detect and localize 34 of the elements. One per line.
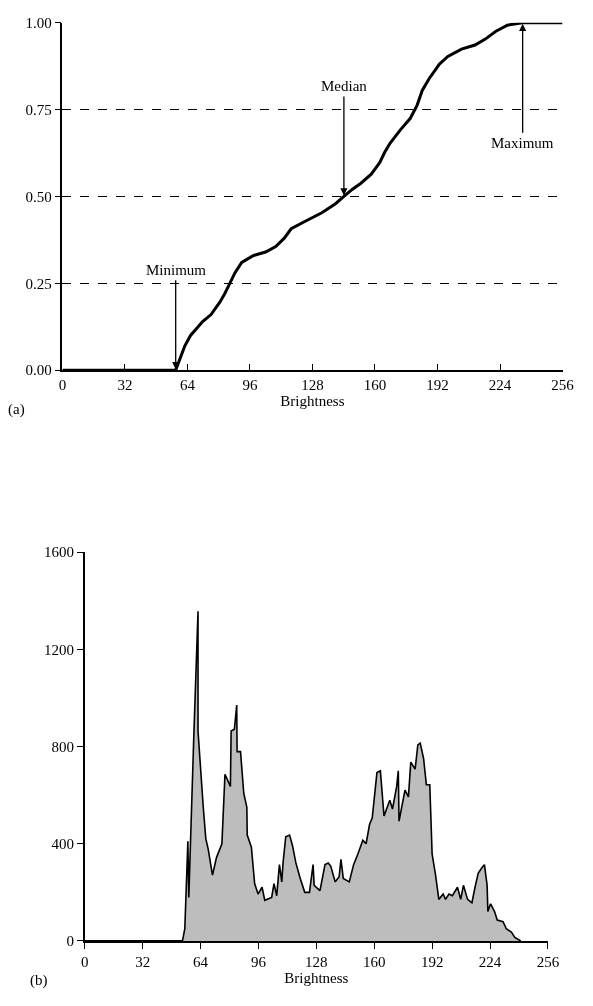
x-tick-label: 64 [193,953,209,970]
y-tick-label: 1600 [44,544,75,561]
text: (b) [30,972,48,989]
x-tick-label: 256 [551,376,575,393]
x-tick-label: 96 [250,953,267,970]
y-tick-label: 1.00 [25,15,52,32]
y-tick-label: 0 [66,933,75,950]
x-tick-label: 224 [478,953,502,970]
x-tick-label: 192 [426,376,449,393]
x-tick-label: 192 [420,953,444,970]
y-tick-label: 1200 [44,641,75,658]
x-tick-label: 32 [117,376,133,393]
x-tick-label: 128 [301,376,324,393]
y-tick-label: 0.25 [25,275,52,292]
x-tick-label: 0 [81,953,89,970]
x-tick-label: 160 [363,376,387,393]
x-tick-label: 32 [135,953,151,970]
annotation: Median [321,78,368,94]
y-tick-label: 400 [51,835,75,852]
y-tick-label: 0.50 [25,188,52,205]
x-tick-label: 224 [488,376,512,393]
y-tick-label: 0.00 [25,362,52,379]
y-tick-label: 800 [51,738,75,755]
x-tick-label: 128 [305,953,328,970]
x-tick-label: 96 [242,376,258,393]
text: (a) [8,401,25,418]
annotation: Minimum [146,262,207,278]
x-tick-label: 160 [362,953,386,970]
annotation: Maximum [491,135,554,151]
x-tick-label: 64 [179,376,196,393]
y-tick-label: 0.75 [25,101,52,118]
x-axis-title: Brightness [280,393,345,410]
x-axis-title: Brightness [284,970,349,987]
x-tick-label: 256 [536,953,560,970]
